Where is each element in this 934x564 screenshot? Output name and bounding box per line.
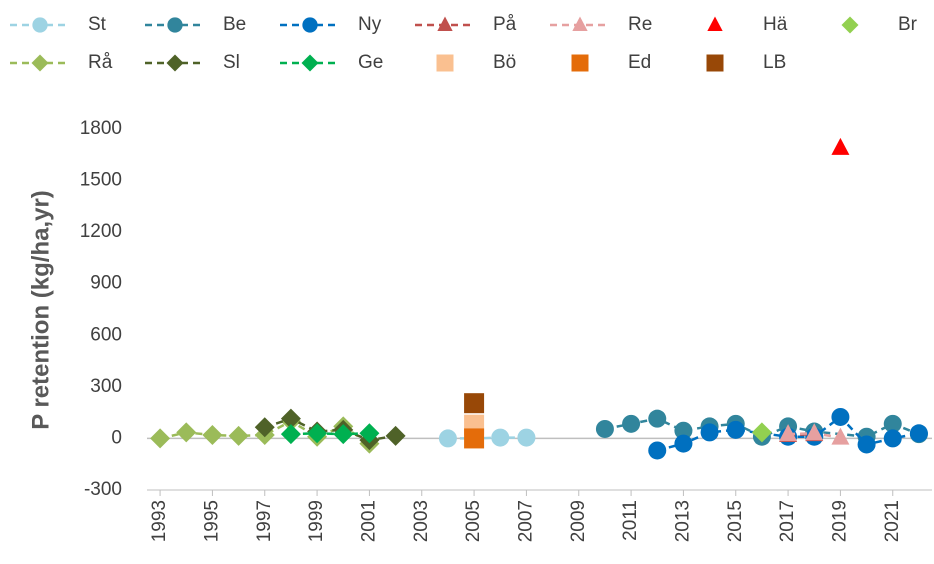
marker bbox=[805, 423, 824, 441]
legend-marker bbox=[572, 16, 588, 31]
x-tick-label: 1999 bbox=[306, 500, 327, 542]
legend-marker bbox=[167, 17, 183, 33]
x-tick-label: 2017 bbox=[777, 500, 798, 542]
y-tick-label: 1800 bbox=[80, 118, 122, 139]
legend-marker bbox=[301, 54, 319, 72]
legend-label: Re bbox=[628, 14, 652, 35]
marker bbox=[333, 424, 354, 445]
marker bbox=[831, 427, 850, 445]
y-tick-label: 300 bbox=[90, 376, 122, 397]
marker bbox=[857, 435, 876, 454]
marker bbox=[176, 422, 197, 443]
marker bbox=[622, 414, 641, 433]
marker bbox=[359, 423, 380, 444]
marker bbox=[150, 428, 171, 449]
legend-marker bbox=[841, 16, 859, 34]
x-tick-label: 2011 bbox=[620, 500, 641, 541]
legend-marker bbox=[707, 16, 723, 31]
legend-label: LB bbox=[763, 52, 786, 73]
legend-label: På bbox=[493, 14, 517, 35]
legend-marker bbox=[166, 54, 184, 72]
y-tick-label: 0 bbox=[111, 427, 122, 448]
y-axis-label: P retention (kg/ha,yr) bbox=[27, 190, 54, 430]
legend-marker bbox=[31, 54, 49, 72]
y-tick-label: 900 bbox=[90, 273, 122, 294]
marker bbox=[648, 441, 667, 460]
x-tick-label: 2007 bbox=[515, 500, 536, 542]
x-tick-label: 2001 bbox=[358, 500, 379, 542]
y-tick-label: 1500 bbox=[80, 170, 122, 191]
legend-marker bbox=[437, 16, 453, 31]
legend-marker bbox=[32, 17, 48, 33]
marker bbox=[280, 424, 301, 445]
x-tick-label: 1995 bbox=[201, 500, 222, 542]
marker bbox=[674, 421, 693, 440]
marker bbox=[909, 424, 928, 443]
marker bbox=[517, 428, 536, 447]
marker bbox=[595, 419, 614, 438]
x-tick-label: 2019 bbox=[829, 500, 850, 542]
marker bbox=[464, 393, 485, 414]
marker bbox=[831, 137, 850, 155]
marker bbox=[491, 428, 510, 447]
marker bbox=[202, 424, 223, 445]
legend-marker bbox=[436, 54, 454, 72]
marker bbox=[883, 414, 902, 433]
x-tick-label: 1997 bbox=[254, 500, 275, 542]
legend-label: Ge bbox=[358, 52, 383, 73]
x-tick-label: 2021 bbox=[882, 500, 903, 542]
marker bbox=[254, 417, 275, 438]
legend-marker bbox=[571, 54, 589, 72]
legend-label: Sl bbox=[223, 52, 240, 73]
x-tick-label: 2005 bbox=[463, 500, 484, 542]
x-tick-label: 2009 bbox=[568, 500, 589, 542]
series-line bbox=[290, 432, 370, 436]
legend-label: Rå bbox=[88, 52, 113, 73]
marker bbox=[438, 429, 457, 448]
marker bbox=[280, 408, 301, 429]
marker bbox=[464, 428, 485, 449]
x-tick-label: 2015 bbox=[725, 500, 746, 542]
marker bbox=[883, 429, 902, 448]
x-tick-label: 2003 bbox=[411, 500, 432, 542]
x-tick-label: 1993 bbox=[149, 500, 170, 542]
series-line bbox=[656, 415, 920, 452]
legend-label: Be bbox=[223, 14, 246, 35]
marker bbox=[307, 423, 328, 444]
legend-label: Hä bbox=[763, 14, 788, 35]
marker bbox=[831, 407, 850, 426]
y-tick-label: -300 bbox=[84, 479, 122, 500]
marker bbox=[700, 423, 719, 442]
marker bbox=[779, 424, 798, 442]
marker bbox=[228, 425, 249, 446]
legend-label: Bö bbox=[493, 52, 516, 73]
legend-label: St bbox=[88, 14, 107, 35]
marker bbox=[385, 425, 406, 446]
marker bbox=[674, 434, 693, 453]
marker bbox=[751, 422, 772, 443]
legend-marker bbox=[706, 54, 724, 72]
x-tick-label: 2013 bbox=[672, 500, 693, 542]
series-line bbox=[447, 436, 527, 440]
y-tick-label: 600 bbox=[90, 324, 122, 345]
legend-label: Ed bbox=[628, 52, 651, 73]
y-tick-label: 1200 bbox=[80, 221, 122, 242]
legend-label: Br bbox=[898, 14, 918, 35]
marker bbox=[648, 409, 667, 428]
legend-marker bbox=[302, 17, 318, 33]
legend-label: Ny bbox=[358, 14, 382, 35]
marker bbox=[726, 420, 745, 439]
